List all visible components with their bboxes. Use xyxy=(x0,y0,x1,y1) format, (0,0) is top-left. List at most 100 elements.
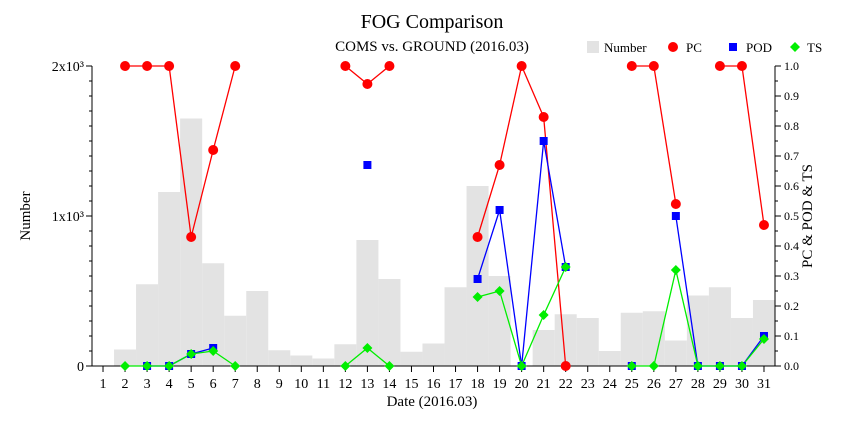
x-tick-label: 25 xyxy=(625,377,639,392)
pc-marker xyxy=(472,232,483,242)
x-tick-label: 22 xyxy=(559,377,573,392)
number-bar xyxy=(312,358,335,366)
ts-marker xyxy=(230,361,241,371)
x-tick-label: 4 xyxy=(166,377,173,392)
x-tick-label: 7 xyxy=(232,377,239,392)
x-tick-label: 8 xyxy=(254,377,261,392)
ts-marker xyxy=(516,361,527,371)
ts-marker xyxy=(142,361,153,371)
y-right-tick-label: 0.5 xyxy=(784,209,799,223)
series-markers xyxy=(120,61,769,371)
number-bar xyxy=(400,351,423,366)
number-bar xyxy=(422,343,445,366)
pc-marker xyxy=(714,61,725,71)
number-bar xyxy=(686,295,709,366)
ts-marker xyxy=(472,292,483,302)
number-bar xyxy=(488,276,511,366)
y-left-tick-label: 2x10³ xyxy=(52,60,84,75)
ts-marker xyxy=(714,361,725,371)
number-bar xyxy=(136,284,159,366)
legend-pc-label: PC xyxy=(686,40,702,55)
pc-marker xyxy=(494,160,505,170)
pc-line xyxy=(631,65,677,205)
ts-marker xyxy=(626,361,637,371)
ts-marker xyxy=(208,346,219,356)
ts-marker xyxy=(692,361,703,371)
ts-marker xyxy=(538,310,549,320)
y-axis-right-label: PC & POD & TS xyxy=(800,164,816,268)
x-tick-label: 1 xyxy=(100,377,107,392)
pc-marker xyxy=(142,61,153,71)
number-bar xyxy=(224,315,247,366)
number-bar xyxy=(334,344,357,366)
pc-marker xyxy=(384,61,395,71)
number-bar xyxy=(378,279,401,366)
number-bar xyxy=(598,351,621,366)
x-tick-label: 11 xyxy=(317,377,330,392)
legend-ts-swatch xyxy=(790,42,800,52)
number-bar xyxy=(554,314,577,366)
number-bar xyxy=(180,118,203,366)
number-bar xyxy=(620,312,643,366)
legend-ts-label: TS xyxy=(807,40,822,55)
pod-marker xyxy=(495,206,504,214)
chart-legend: Number PC POD TS xyxy=(587,40,822,55)
ts-marker xyxy=(164,361,175,371)
legend-number-label: Number xyxy=(604,40,647,55)
pod-marker xyxy=(539,137,548,145)
ts-marker xyxy=(384,361,395,371)
x-tick-label: 16 xyxy=(427,377,441,392)
number-bar xyxy=(642,311,665,366)
chart-subtitle: COMS vs. GROUND (2016.03) xyxy=(335,39,529,55)
pc-marker xyxy=(626,61,637,71)
pc-line xyxy=(719,65,765,226)
x-tick-label: 26 xyxy=(647,377,661,392)
pc-marker xyxy=(208,145,219,155)
y-left-tick-label: 0 xyxy=(77,360,84,375)
ts-marker xyxy=(494,286,505,296)
x-tick-label: 17 xyxy=(449,377,463,392)
pc-marker xyxy=(538,112,549,122)
x-tick-label: 15 xyxy=(404,377,418,392)
x-tick-label: 2 xyxy=(122,377,129,392)
legend-pod-label: POD xyxy=(746,40,772,55)
pod-marker xyxy=(363,161,372,169)
number-bar xyxy=(708,287,731,366)
pod-marker xyxy=(671,212,680,220)
legend-pod-swatch xyxy=(729,43,737,51)
y-right-tick-label: 0.0 xyxy=(784,359,799,373)
x-tick-label: 23 xyxy=(581,377,595,392)
chart-title: FOG Comparison xyxy=(361,11,504,33)
ts-marker xyxy=(560,262,571,272)
number-bar xyxy=(290,355,313,366)
x-tick-label: 29 xyxy=(713,377,727,392)
y-right-tick-label: 0.9 xyxy=(784,89,799,103)
number-bar xyxy=(664,340,687,366)
x-tick-label: 28 xyxy=(691,377,705,392)
legend-number-swatch xyxy=(587,41,599,53)
pc-marker xyxy=(736,61,747,71)
y-right-tick-label: 0.8 xyxy=(784,119,799,133)
ts-marker xyxy=(120,361,131,371)
ts-marker xyxy=(186,349,197,359)
tick-labels: 0 1x10³ 2x10³ 0.0 0.1 0.2 0.3 0.4 0.5 0.6 0.7 0.8 0.… xyxy=(52,59,799,392)
x-tick-label: 31 xyxy=(757,377,771,392)
ts-marker xyxy=(648,361,659,371)
y-right-tick-label: 0.4 xyxy=(784,239,799,253)
pc-marker xyxy=(362,79,373,89)
number-bar xyxy=(114,349,137,366)
pc-marker xyxy=(516,61,527,71)
number-bar xyxy=(576,318,599,366)
pc-marker xyxy=(648,61,659,71)
ts-marker xyxy=(340,361,351,371)
ts-marker xyxy=(758,334,769,344)
x-tick-label: 18 xyxy=(471,377,485,392)
x-tick-label: 30 xyxy=(735,377,749,392)
pc-marker xyxy=(758,220,769,230)
pc-marker xyxy=(560,361,571,371)
y-right-tick-label: 0.2 xyxy=(784,299,799,313)
x-tick-label: 12 xyxy=(338,377,352,392)
pc-marker xyxy=(340,61,351,71)
x-tick-label: 9 xyxy=(276,377,283,392)
pc-marker xyxy=(120,61,131,71)
